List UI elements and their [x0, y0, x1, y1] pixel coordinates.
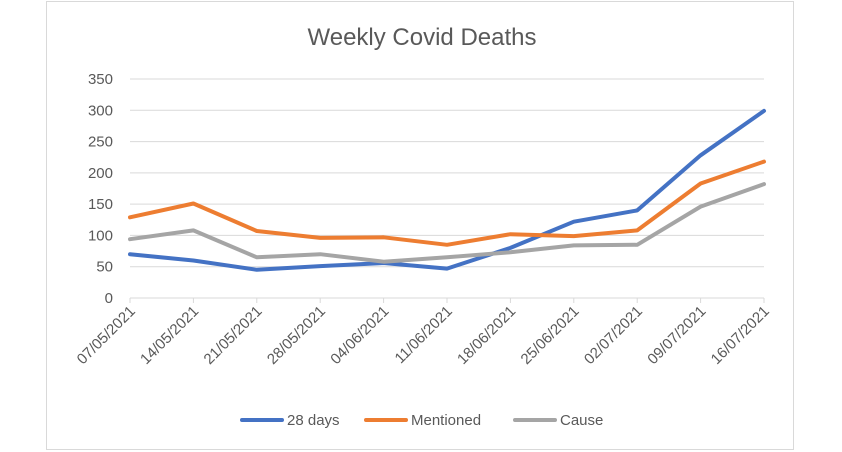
data-point	[573, 221, 575, 223]
x-tick-label: 02/07/2021	[581, 303, 646, 368]
data-point	[700, 206, 702, 208]
data-point	[509, 247, 511, 249]
data-point	[192, 259, 194, 261]
data-point	[763, 110, 765, 112]
data-point	[129, 253, 131, 255]
data-point	[319, 237, 321, 239]
series-line-1	[128, 159, 766, 247]
x-tick-label: 07/05/2021	[74, 303, 139, 368]
data-point	[763, 161, 765, 163]
legend-label: 28 days	[287, 412, 340, 429]
legend-item: Mentioned	[364, 412, 481, 429]
line-chart: Weekly Covid Deaths 0 50 100 150 200 250 300 35…	[74, 24, 773, 429]
x-tick-label: 11/06/2021	[392, 303, 456, 367]
data-point	[700, 182, 702, 184]
chart-frame: Weekly Covid Deaths 0 50 100 150 200 250 300 35…	[46, 1, 794, 450]
data-point	[446, 244, 448, 246]
gridlines	[130, 78, 764, 268]
data-point	[446, 268, 448, 270]
data-point	[129, 216, 131, 218]
legend-label: Cause	[560, 412, 603, 429]
data-point	[636, 244, 638, 246]
legend: 28 days Mentioned Cause	[240, 412, 603, 429]
data-point	[509, 251, 511, 253]
data-point	[129, 238, 131, 240]
x-tick-label: 28/05/2021	[264, 303, 329, 368]
x-tick-label: 14/05/2021	[137, 303, 202, 368]
data-point	[636, 209, 638, 211]
legend-item: 28 days	[240, 412, 340, 429]
data-point	[509, 233, 511, 235]
series-lines	[128, 108, 766, 272]
y-tick-label: 100	[88, 227, 113, 244]
data-point	[763, 183, 765, 185]
x-tick-label: 21/05/2021	[201, 303, 266, 368]
x-tick-label: 16/07/2021	[708, 303, 773, 368]
data-point	[383, 236, 385, 238]
data-point	[192, 203, 194, 205]
data-point	[636, 229, 638, 231]
data-point	[256, 230, 258, 232]
y-tick-label: 50	[96, 259, 113, 276]
data-point	[319, 265, 321, 267]
data-point	[700, 154, 702, 156]
data-point	[573, 235, 575, 237]
data-point	[319, 253, 321, 255]
y-axis-ticks: 0 50 100 150 200 250 300 350	[88, 71, 113, 307]
series-line-2	[128, 182, 766, 264]
data-point	[192, 229, 194, 231]
y-tick-label: 350	[88, 71, 113, 88]
y-tick-label: 300	[88, 102, 113, 119]
y-tick-label: 150	[88, 196, 113, 213]
x-tick-label: 09/07/2021	[644, 303, 709, 368]
y-tick-label: 200	[88, 165, 113, 182]
data-point	[573, 244, 575, 246]
legend-item: Cause	[513, 412, 603, 429]
x-axis-ticks: 07/05/202114/05/202121/05/202128/05/2021…	[74, 303, 773, 368]
x-tick-label: 18/06/2021	[454, 303, 519, 368]
data-point	[446, 256, 448, 258]
legend-label: Mentioned	[411, 412, 481, 429]
y-tick-label: 250	[88, 134, 113, 151]
chart-title: Weekly Covid Deaths	[308, 24, 537, 51]
data-point	[256, 269, 258, 271]
data-point	[383, 261, 385, 263]
x-tick-label: 04/06/2021	[327, 303, 392, 368]
y-tick-label: 0	[105, 290, 113, 307]
x-axis	[129, 297, 765, 303]
data-point	[256, 256, 258, 258]
x-tick-label: 25/06/2021	[518, 303, 583, 368]
